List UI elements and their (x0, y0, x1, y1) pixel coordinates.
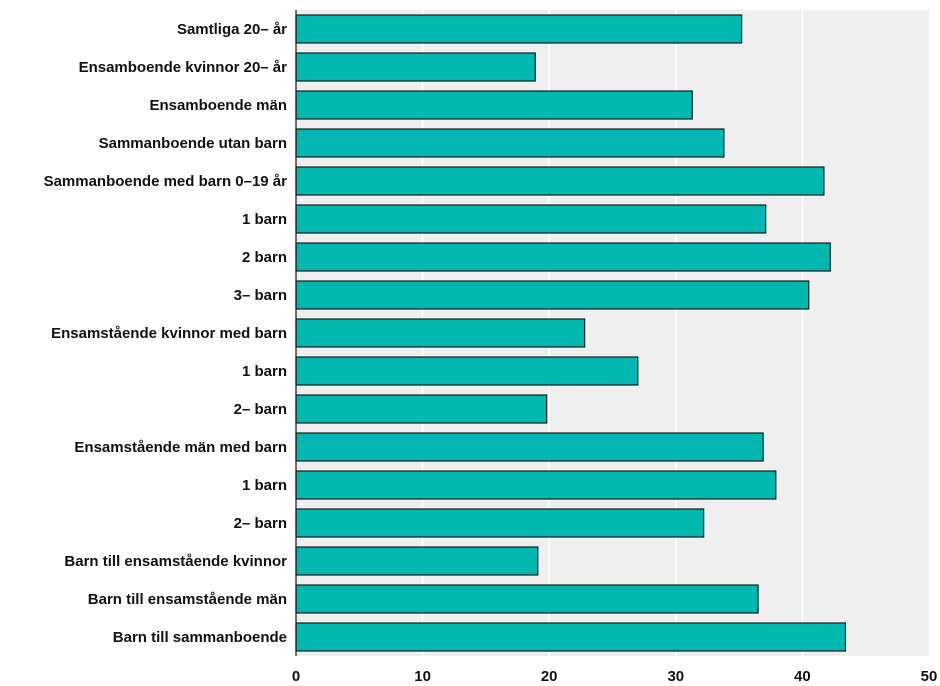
category-label: Sammanboende med barn 0–19 år (44, 173, 288, 190)
x-axis-ticks: 0 10 20 30 40 50 (292, 668, 938, 685)
category-label: Barn till ensamstående kvinnor (64, 553, 287, 570)
x-tick-label: 0 (292, 668, 300, 685)
category-labels: Samtliga 20– år Ensamboende kvinnor 20– å… (44, 21, 288, 646)
bar (295, 546, 539, 576)
category-label: Ensamboende kvinnor 20– år (79, 59, 288, 76)
bar (295, 584, 759, 614)
x-tick-label: 50 (921, 668, 938, 685)
x-tick-label: 10 (414, 668, 431, 685)
category-label: Samtliga 20– år (177, 21, 287, 38)
x-tick-label: 20 (541, 668, 558, 685)
bar (295, 432, 764, 462)
bars (295, 14, 847, 652)
bar (295, 356, 639, 386)
bar (295, 166, 825, 196)
category-label: 1 barn (242, 477, 287, 494)
x-tick-label: 30 (667, 668, 684, 685)
category-label: 2– barn (234, 401, 287, 418)
bar (295, 622, 847, 652)
category-label: 2– barn (234, 515, 287, 532)
category-label: Barn till sammanboende (113, 629, 287, 646)
category-label: Ensamstående män med barn (74, 439, 287, 456)
bar (295, 242, 831, 272)
bar (295, 128, 725, 158)
category-label: 1 barn (242, 363, 287, 380)
bar (295, 204, 767, 234)
bar (295, 14, 743, 44)
bar (295, 508, 705, 538)
x-tick-label: 40 (794, 668, 811, 685)
bar (295, 90, 693, 120)
bar (295, 470, 777, 500)
bar (295, 52, 536, 82)
category-label: Sammanboende utan barn (99, 135, 287, 152)
bar (295, 318, 586, 348)
category-label: Ensamboende män (149, 97, 287, 114)
category-label: 1 barn (242, 211, 287, 228)
category-label: Ensamstående kvinnor med barn (51, 325, 287, 342)
category-label: Barn till ensamstående män (88, 591, 287, 608)
bar (295, 394, 548, 424)
bar (295, 280, 810, 310)
category-label: 3– barn (234, 287, 287, 304)
category-label: 2 barn (242, 249, 287, 266)
